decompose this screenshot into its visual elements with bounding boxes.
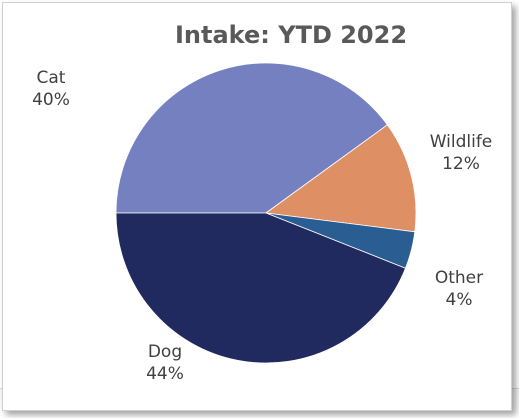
slice-value-cat: 40%: [32, 90, 70, 110]
slice-value-dog: 44%: [146, 364, 184, 384]
pie-slice-dog: [115, 212, 406, 364]
slice-label-wildlife: Wildlife: [430, 132, 493, 152]
slice-label-other: Other: [435, 268, 483, 288]
chart-frame: Intake: YTD 2022 Cat 40% Wildlife 12% Other 4…: [2, 2, 512, 411]
pie-chart: Intake: YTD 2022 Cat40%Wildlife12%Other4…: [32, 21, 492, 384]
slice-value-wildlife: 12%: [442, 154, 480, 174]
chart-title: Intake: YTD 2022: [175, 21, 407, 49]
slice-label-dog: Dog: [148, 342, 182, 362]
pie-slice-wildlife: [264, 124, 417, 233]
slice-value-other: 4%: [446, 290, 473, 310]
slice-label-cat: Cat: [37, 68, 66, 88]
pie-slices: [115, 62, 417, 364]
pie-slice-cat: [115, 62, 388, 214]
